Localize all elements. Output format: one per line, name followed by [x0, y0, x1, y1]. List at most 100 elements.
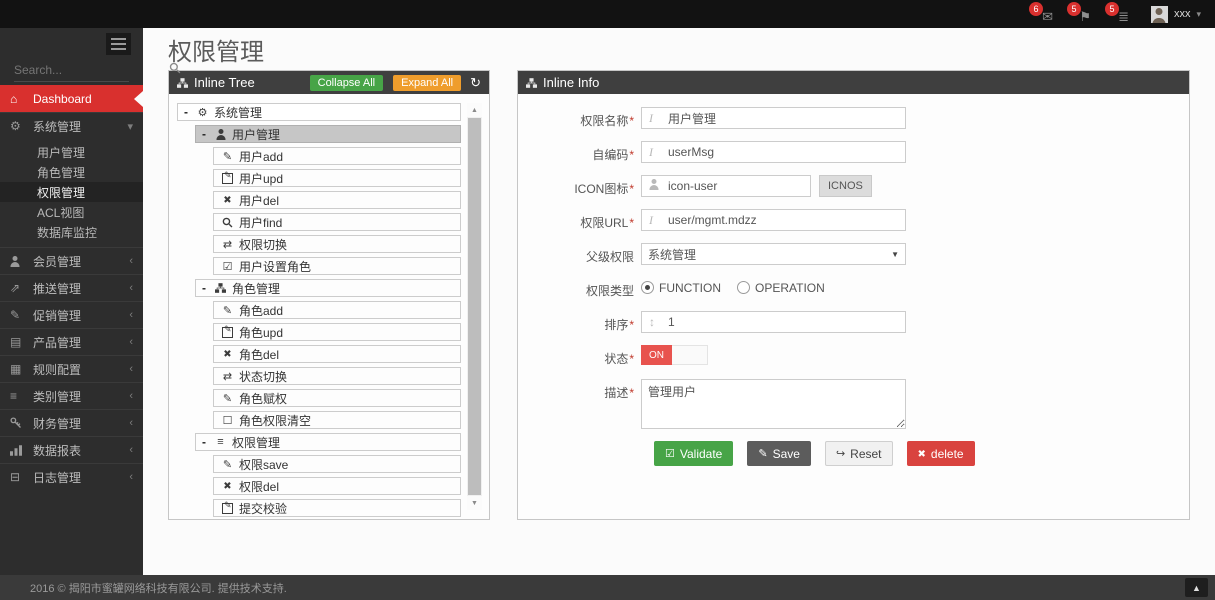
- tree-node[interactable]: 角色赋权: [213, 389, 461, 407]
- sidebar-item-product-mgmt[interactable]: 产品管理: [0, 328, 143, 355]
- tree-panel-header: Inline Tree Collapse All Expand All: [169, 71, 489, 94]
- arrow-icon: [836, 447, 845, 460]
- top-navbar: 6 5 5 xxx: [0, 0, 1215, 28]
- pencil-icon: [220, 458, 235, 471]
- back-to-top-button[interactable]: ▲: [1185, 578, 1208, 597]
- collapse-all-button[interactable]: Collapse All: [309, 74, 384, 91]
- avatar: [1150, 5, 1168, 23]
- messages-dropdown[interactable]: 6: [1028, 2, 1053, 24]
- scroll-up-arrow[interactable]: ▲: [467, 103, 482, 117]
- chevron-left-icon: [129, 363, 133, 375]
- tree-node[interactable]: - 系统管理: [177, 103, 461, 121]
- field-label: 描述*: [604, 386, 634, 400]
- username: xxx: [1173, 8, 1191, 20]
- form-row-status: 状态* ON: [518, 345, 1189, 367]
- code-input[interactable]: [641, 141, 906, 163]
- permission-name-input[interactable]: [641, 107, 906, 129]
- sidebar-subitem-db-monitor[interactable]: 数据库监控: [37, 225, 98, 240]
- description-textarea[interactable]: 管理用户: [641, 379, 906, 429]
- sidebar-subitem-role-mgmt[interactable]: 角色管理: [37, 165, 86, 180]
- permission-url-input[interactable]: [641, 209, 906, 231]
- collapse-toggle[interactable]: -: [202, 281, 206, 295]
- tree-node[interactable]: 权限save: [213, 455, 461, 473]
- x-icon: [220, 195, 235, 206]
- tree-node[interactable]: 用户del: [213, 191, 461, 209]
- validate-button[interactable]: Validate: [654, 441, 734, 466]
- status-toggle[interactable]: ON: [641, 345, 708, 365]
- tree-node[interactable]: - 权限管理: [195, 433, 461, 451]
- parent-permission-select[interactable]: 系统管理 ▼: [641, 243, 906, 265]
- tree-node[interactable]: 用户add: [213, 147, 461, 165]
- messages-count-badge: 6: [1028, 2, 1043, 16]
- switch-icon: [220, 370, 235, 383]
- refresh-icon[interactable]: [470, 76, 481, 89]
- save-button[interactable]: Save: [747, 441, 811, 466]
- tasks-icon: [1118, 10, 1129, 23]
- radio-operation[interactable]: [737, 281, 750, 294]
- tree-node[interactable]: 提交校验: [213, 499, 461, 517]
- sidebar-item-finance-mgmt[interactable]: 财务管理: [0, 409, 143, 436]
- tree-node[interactable]: 用户upd: [213, 169, 461, 187]
- search-icon: [220, 217, 235, 228]
- scroll-down-arrow[interactable]: ▼: [467, 496, 482, 510]
- sort-input[interactable]: [641, 311, 906, 333]
- chevron-down-icon: [127, 120, 133, 133]
- tree-node[interactable]: 权限切换: [213, 235, 461, 253]
- sidebar-collapse-button[interactable]: [106, 33, 131, 55]
- tree-node[interactable]: 角色upd: [213, 323, 461, 341]
- tree-node[interactable]: 角色del: [213, 345, 461, 363]
- status-toggle-track: [672, 345, 708, 365]
- collapse-toggle[interactable]: -: [202, 435, 206, 449]
- home-icon: [10, 92, 27, 106]
- list-icon: [213, 436, 228, 448]
- field-label: 状态*: [604, 352, 634, 366]
- form-buttons: Validate Save Reset delete: [654, 441, 1189, 466]
- field-label: 父级权限: [585, 250, 634, 264]
- sidebar-item-category-mgmt[interactable]: 类别管理: [0, 382, 143, 409]
- tree-node-selected[interactable]: - 用户管理: [195, 125, 461, 143]
- icons-picker-button[interactable]: ICNOS: [819, 175, 872, 197]
- sidebar-subitem-user-mgmt[interactable]: 用户管理: [37, 145, 86, 160]
- sidebar-item-push-mgmt[interactable]: 推送管理: [0, 274, 143, 301]
- gears-icon: [10, 119, 27, 133]
- tree-node[interactable]: 角色权限清空: [213, 411, 461, 429]
- delete-button[interactable]: delete: [906, 441, 975, 466]
- tree-node[interactable]: 状态切换: [213, 367, 461, 385]
- collapse-toggle[interactable]: -: [202, 127, 206, 141]
- tasks-dropdown[interactable]: 5: [1104, 2, 1129, 24]
- tree-node[interactable]: - 角色管理: [195, 279, 461, 297]
- sidebar-item-member-mgmt[interactable]: 会员管理: [0, 247, 143, 274]
- text-field-icon: I: [649, 145, 653, 159]
- form-row-icon: ICON图标* ICNOS: [518, 175, 1189, 197]
- tree-icon: [526, 77, 537, 88]
- sidebar-item-system-mgmt[interactable]: 系统管理: [0, 112, 143, 139]
- tree-body: - 系统管理 - 用户管理 用户add 用户upd 用户del: [169, 94, 489, 519]
- sidebar-item-rule-config[interactable]: 规则配置: [0, 355, 143, 382]
- radio-function[interactable]: [641, 281, 654, 294]
- icon-input[interactable]: [641, 175, 811, 197]
- gears-icon: [195, 106, 210, 119]
- tree-scrollbar[interactable]: ▲ ▼: [467, 103, 482, 510]
- alerts-dropdown[interactable]: 5: [1066, 2, 1091, 24]
- expand-all-button[interactable]: Expand All: [393, 74, 462, 91]
- sidebar-subitem-acl-view[interactable]: ACL视图: [37, 205, 85, 220]
- tree-node[interactable]: 角色add: [213, 301, 461, 319]
- collapse-toggle[interactable]: -: [184, 105, 188, 119]
- search-icon[interactable]: [169, 61, 181, 79]
- reset-button[interactable]: Reset: [824, 441, 893, 466]
- chevron-left-icon: [129, 471, 133, 483]
- text-field-icon: I: [649, 111, 653, 125]
- sidebar-item-promo-mgmt[interactable]: 促销管理: [0, 301, 143, 328]
- sidebar-item-log-mgmt[interactable]: 日志管理: [0, 463, 143, 490]
- sidebar-subitem-permission-mgmt[interactable]: 权限管理: [0, 182, 143, 202]
- tree-node[interactable]: 权限del: [213, 477, 461, 495]
- tree-node[interactable]: 用户设置角色: [213, 257, 461, 275]
- tree-node[interactable]: 用户find: [213, 213, 461, 231]
- search-input[interactable]: [14, 62, 169, 77]
- sidebar-item-dashboard[interactable]: Dashboard: [0, 85, 143, 112]
- sidebar-item-data-report[interactable]: 数据报表: [0, 436, 143, 463]
- system-mgmt-submenu: 用户管理 角色管理 权限管理 ACL视图 数据库监控: [0, 139, 143, 247]
- scrollbar-thumb[interactable]: [468, 118, 481, 495]
- user-menu[interactable]: xxx: [1150, 5, 1201, 23]
- chevron-left-icon: [129, 417, 133, 429]
